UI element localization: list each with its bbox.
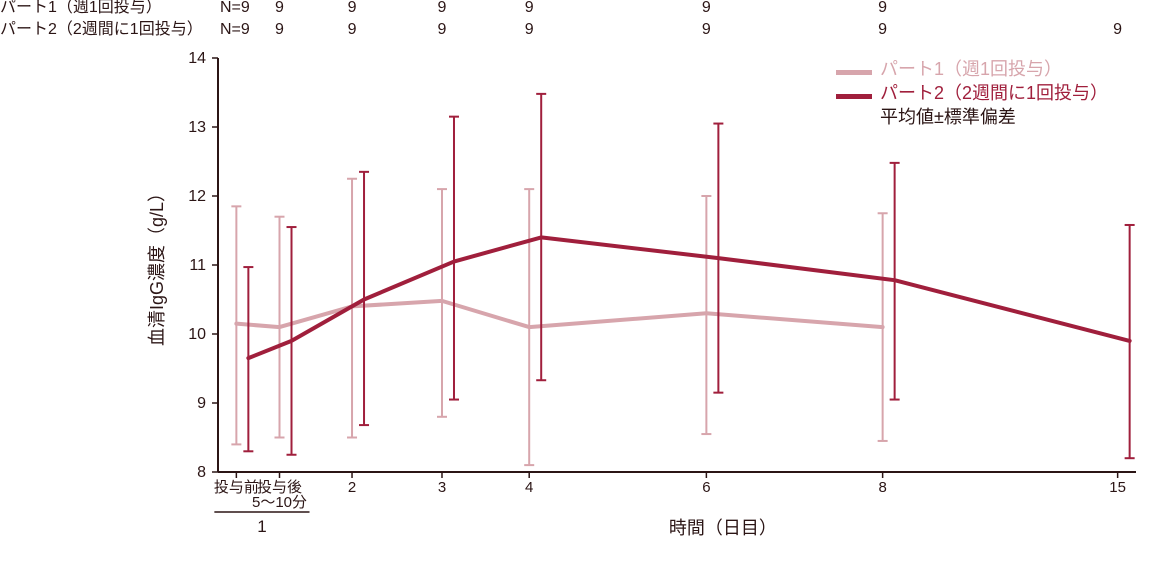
- y-tick-label: 8: [197, 464, 206, 481]
- n-value: 9: [878, 21, 887, 38]
- n-value: 9: [878, 0, 887, 16]
- n-value: 9: [702, 0, 711, 16]
- n-prefix: N=9: [220, 21, 250, 38]
- series-line: [248, 237, 1129, 358]
- n-value: 9: [348, 21, 357, 38]
- n-value: 9: [525, 21, 534, 38]
- n-row-label: パート2（2週間に1回投与）: [0, 20, 203, 38]
- n-value: 9: [702, 21, 711, 38]
- n-value: 9: [438, 21, 447, 38]
- n-value: 9: [525, 0, 534, 16]
- x-tick-label: 15: [1109, 479, 1126, 496]
- n-value: 9: [348, 0, 357, 16]
- x-tick-label: 6: [702, 479, 710, 496]
- y-axis-label: 血清IgG濃度（g/L）: [147, 184, 167, 346]
- chart-svg: パート1（週1回投与） N=9 9 9 9 9 9 9 パート2（2週間に1回投与） N=9 9 9 9…: [0, 0, 1161, 572]
- legend-swatch: [836, 70, 872, 75]
- igg-chart: パート1（週1回投与） N=9 9 9 9 9 9 9 パート2（2週間に1回投与） N=9 9 9 9…: [0, 0, 1161, 577]
- n-value: 9: [275, 0, 284, 16]
- x-tick-label: 5～10分: [252, 494, 307, 511]
- y-tick-label: 12: [188, 188, 206, 205]
- y-tick-label: 11: [189, 257, 206, 274]
- legend-swatch: [836, 94, 872, 99]
- legend-label: パート1（週1回投与）: [880, 59, 1062, 79]
- day1-group-label: 1: [257, 517, 266, 536]
- legend-label: パート2（2週間に1回投与）: [880, 83, 1108, 103]
- x-tick-label: 3: [438, 479, 446, 496]
- n-value: 9: [275, 21, 284, 38]
- x-tick-label: 4: [525, 479, 533, 496]
- legend-note: 平均値±標準偏差: [880, 107, 1016, 127]
- n-value: 9: [438, 0, 447, 16]
- series-line: [236, 301, 882, 327]
- y-tick-label: 14: [188, 50, 206, 67]
- n-row-label: パート1（週1回投与）: [0, 0, 162, 16]
- y-tick-label: 13: [188, 119, 206, 136]
- n-prefix: N=9: [220, 0, 250, 16]
- x-axis-label: 時間（日目）: [669, 518, 777, 538]
- y-tick-label: 9: [197, 395, 206, 412]
- n-value: 9: [1113, 21, 1122, 38]
- x-tick-label: 8: [878, 479, 886, 496]
- y-tick-label: 10: [188, 326, 206, 343]
- x-tick-label: 2: [348, 479, 356, 496]
